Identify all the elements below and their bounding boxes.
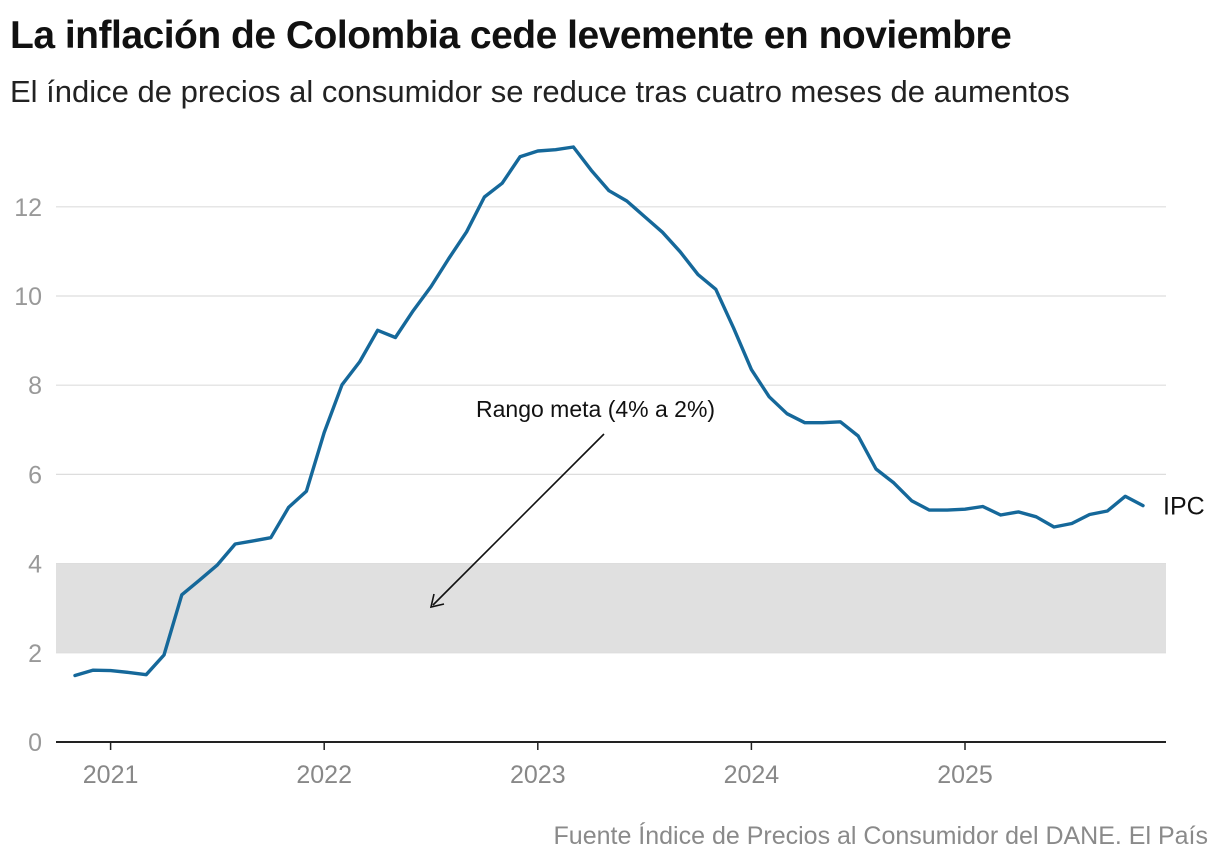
data-point [429,285,433,289]
data-point [198,578,202,582]
data-point [126,670,130,674]
data-point [304,489,308,493]
data-point [180,593,184,597]
data-point [1141,504,1145,508]
x-tick-label: 2025 [937,761,993,789]
data-point [1016,510,1020,514]
data-point [838,420,842,424]
data-point [732,326,736,330]
data-point [856,434,860,438]
data-point [874,467,878,471]
data-point [714,287,718,291]
data-point [465,230,469,234]
data-point [892,481,896,485]
data-point [696,273,700,277]
data-point [1052,525,1056,529]
data-point [785,412,789,416]
data-point [447,257,451,261]
data-point [91,668,95,672]
data-point [73,674,77,678]
series-label: IPC [1163,493,1205,521]
data-point [1105,509,1109,513]
y-tick-label: 12 [14,194,42,222]
data-point [910,499,914,503]
y-tick-label: 8 [28,372,42,400]
data-point [767,395,771,399]
x-tick-label: 2021 [83,761,139,789]
data-point [749,368,753,372]
x-tick-label: 2023 [510,761,566,789]
data-point [251,539,255,543]
data-point [500,181,504,185]
data-point [269,536,273,540]
data-point [322,431,326,435]
data-point [607,189,611,193]
y-tick-label: 0 [28,729,42,757]
data-point [482,195,486,199]
data-point [660,230,664,234]
data-point [287,505,291,509]
x-tick-label: 2022 [296,761,352,789]
data-point [1034,515,1038,519]
data-point [554,148,558,152]
data-point [109,669,113,673]
y-tick-label: 6 [28,461,42,489]
data-point [999,513,1003,517]
data-point [340,383,344,387]
data-point [144,673,148,677]
x-tick-label: 2024 [724,761,780,789]
band-annotation: Rango meta (4% a 2%) [476,396,715,422]
data-point [945,508,949,512]
y-tick-label: 2 [28,640,42,668]
y-tick-label: 4 [28,551,42,579]
data-point [678,250,682,254]
data-point [643,215,647,219]
data-point [927,508,931,512]
data-point [518,155,522,159]
data-point [358,360,362,364]
chart-subtitle: El índice de precios al consumidor se re… [10,74,1070,109]
source-note: Fuente Índice de Precios al Consumidor d… [553,822,1208,850]
data-point [625,199,629,203]
data-point [215,563,219,567]
data-point [1123,494,1127,498]
data-point [393,336,397,340]
data-point [589,168,593,172]
data-point [571,145,575,149]
data-point [963,507,967,511]
data-point [1070,522,1074,526]
data-point [162,653,166,657]
data-point [536,149,540,153]
data-point [1088,513,1092,517]
series-line-ipc [73,145,1145,678]
data-point [411,309,415,313]
data-point [803,421,807,425]
data-point [981,505,985,509]
y-tick-label: 10 [14,283,42,311]
annotation-arrow-line [432,433,605,606]
annotation-arrowhead [429,593,445,609]
target-range-band [56,563,1166,653]
data-point [821,421,825,425]
chart-title: La inflación de Colombia cede levemente … [10,14,1012,57]
data-point [376,328,380,332]
data-point [233,542,237,546]
